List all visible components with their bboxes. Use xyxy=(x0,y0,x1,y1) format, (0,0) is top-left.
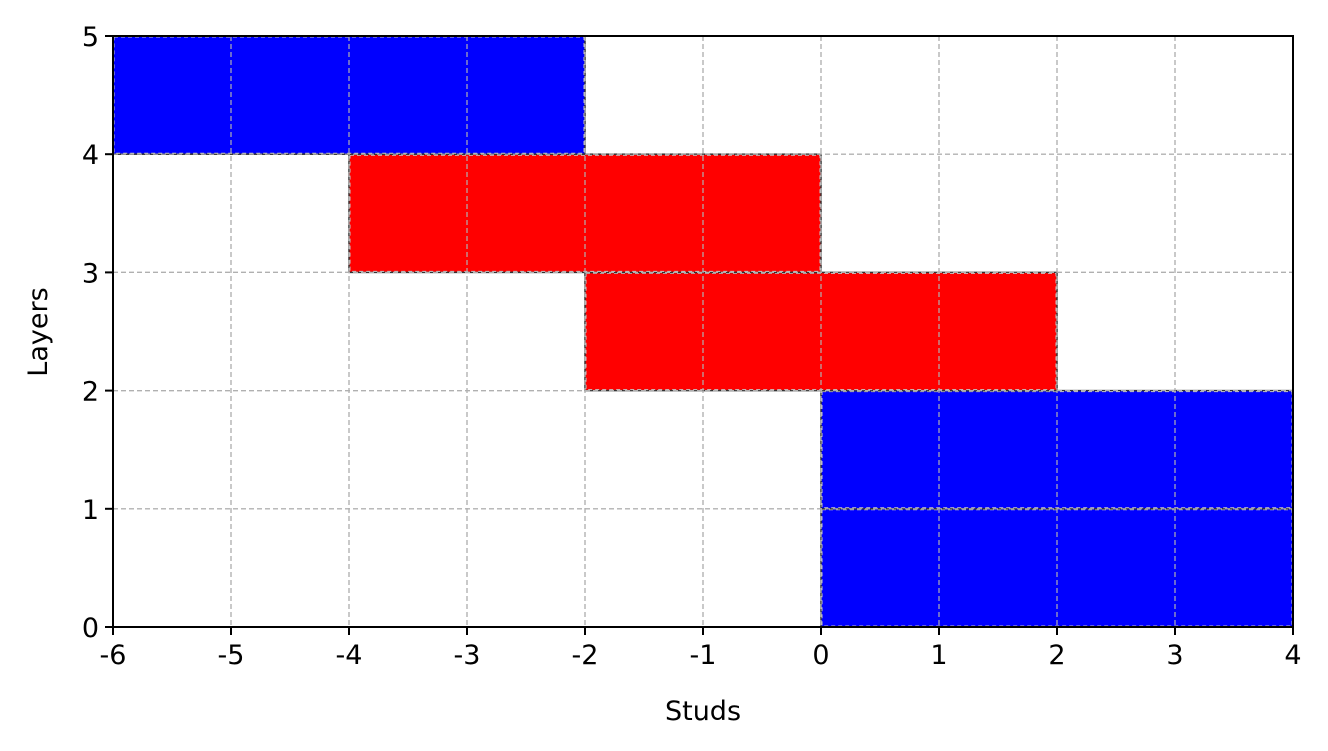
x-axis-label: Studs xyxy=(665,696,741,727)
x-tick-label-5: -1 xyxy=(690,640,717,671)
x-axis-ticks: -6 -5 -4 -3 -2 -1 0 1 2 3 4 xyxy=(100,627,1302,671)
y-tick-label-2: 2 xyxy=(82,377,99,408)
y-tick-label-1: 1 xyxy=(82,495,99,526)
x-tick-label-3: -3 xyxy=(454,640,481,671)
x-tick-label-2: -4 xyxy=(336,640,363,671)
x-tick-label-10: 4 xyxy=(1284,640,1301,671)
x-tick-label-8: 2 xyxy=(1048,640,1065,671)
x-tick-label-1: -5 xyxy=(218,640,245,671)
x-tick-label-7: 1 xyxy=(930,640,947,671)
y-axis-label: Layers xyxy=(23,287,54,376)
x-tick-label-9: 3 xyxy=(1166,640,1183,671)
x-tick-label-0: -6 xyxy=(100,640,127,671)
y-tick-label-5: 5 xyxy=(82,22,99,53)
y-tick-label-0: 0 xyxy=(82,613,99,644)
x-tick-label-4: -2 xyxy=(572,640,599,671)
y-tick-label-4: 4 xyxy=(82,140,99,171)
y-axis-ticks: 0 1 2 3 4 5 xyxy=(82,22,113,644)
x-tick-label-6: 0 xyxy=(812,640,829,671)
y-tick-label-3: 3 xyxy=(82,258,99,289)
